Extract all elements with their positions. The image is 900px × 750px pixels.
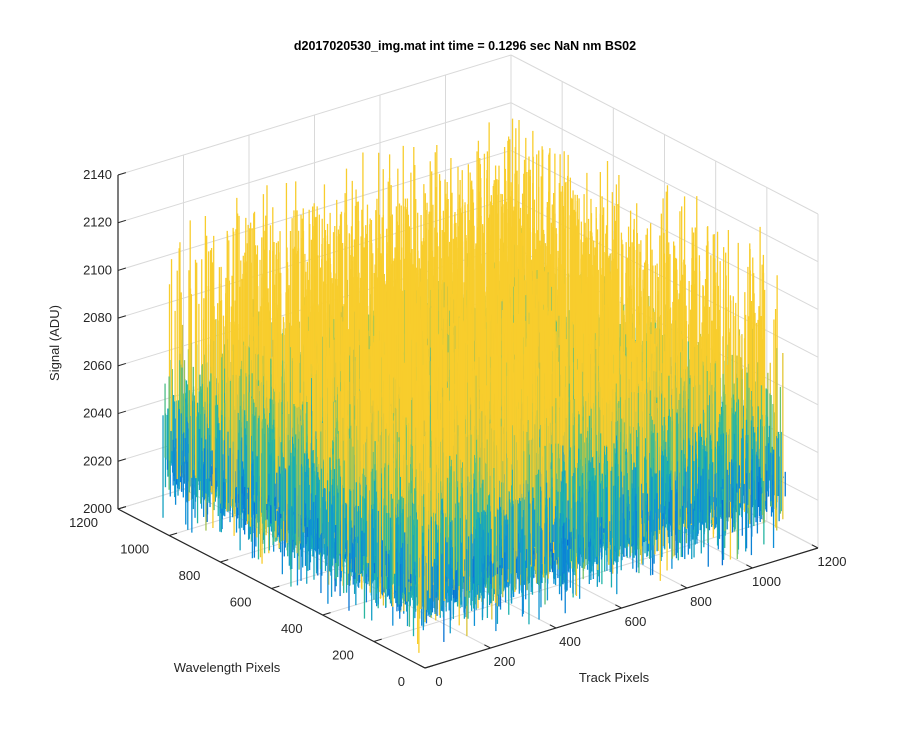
surface-plot [163,119,785,653]
